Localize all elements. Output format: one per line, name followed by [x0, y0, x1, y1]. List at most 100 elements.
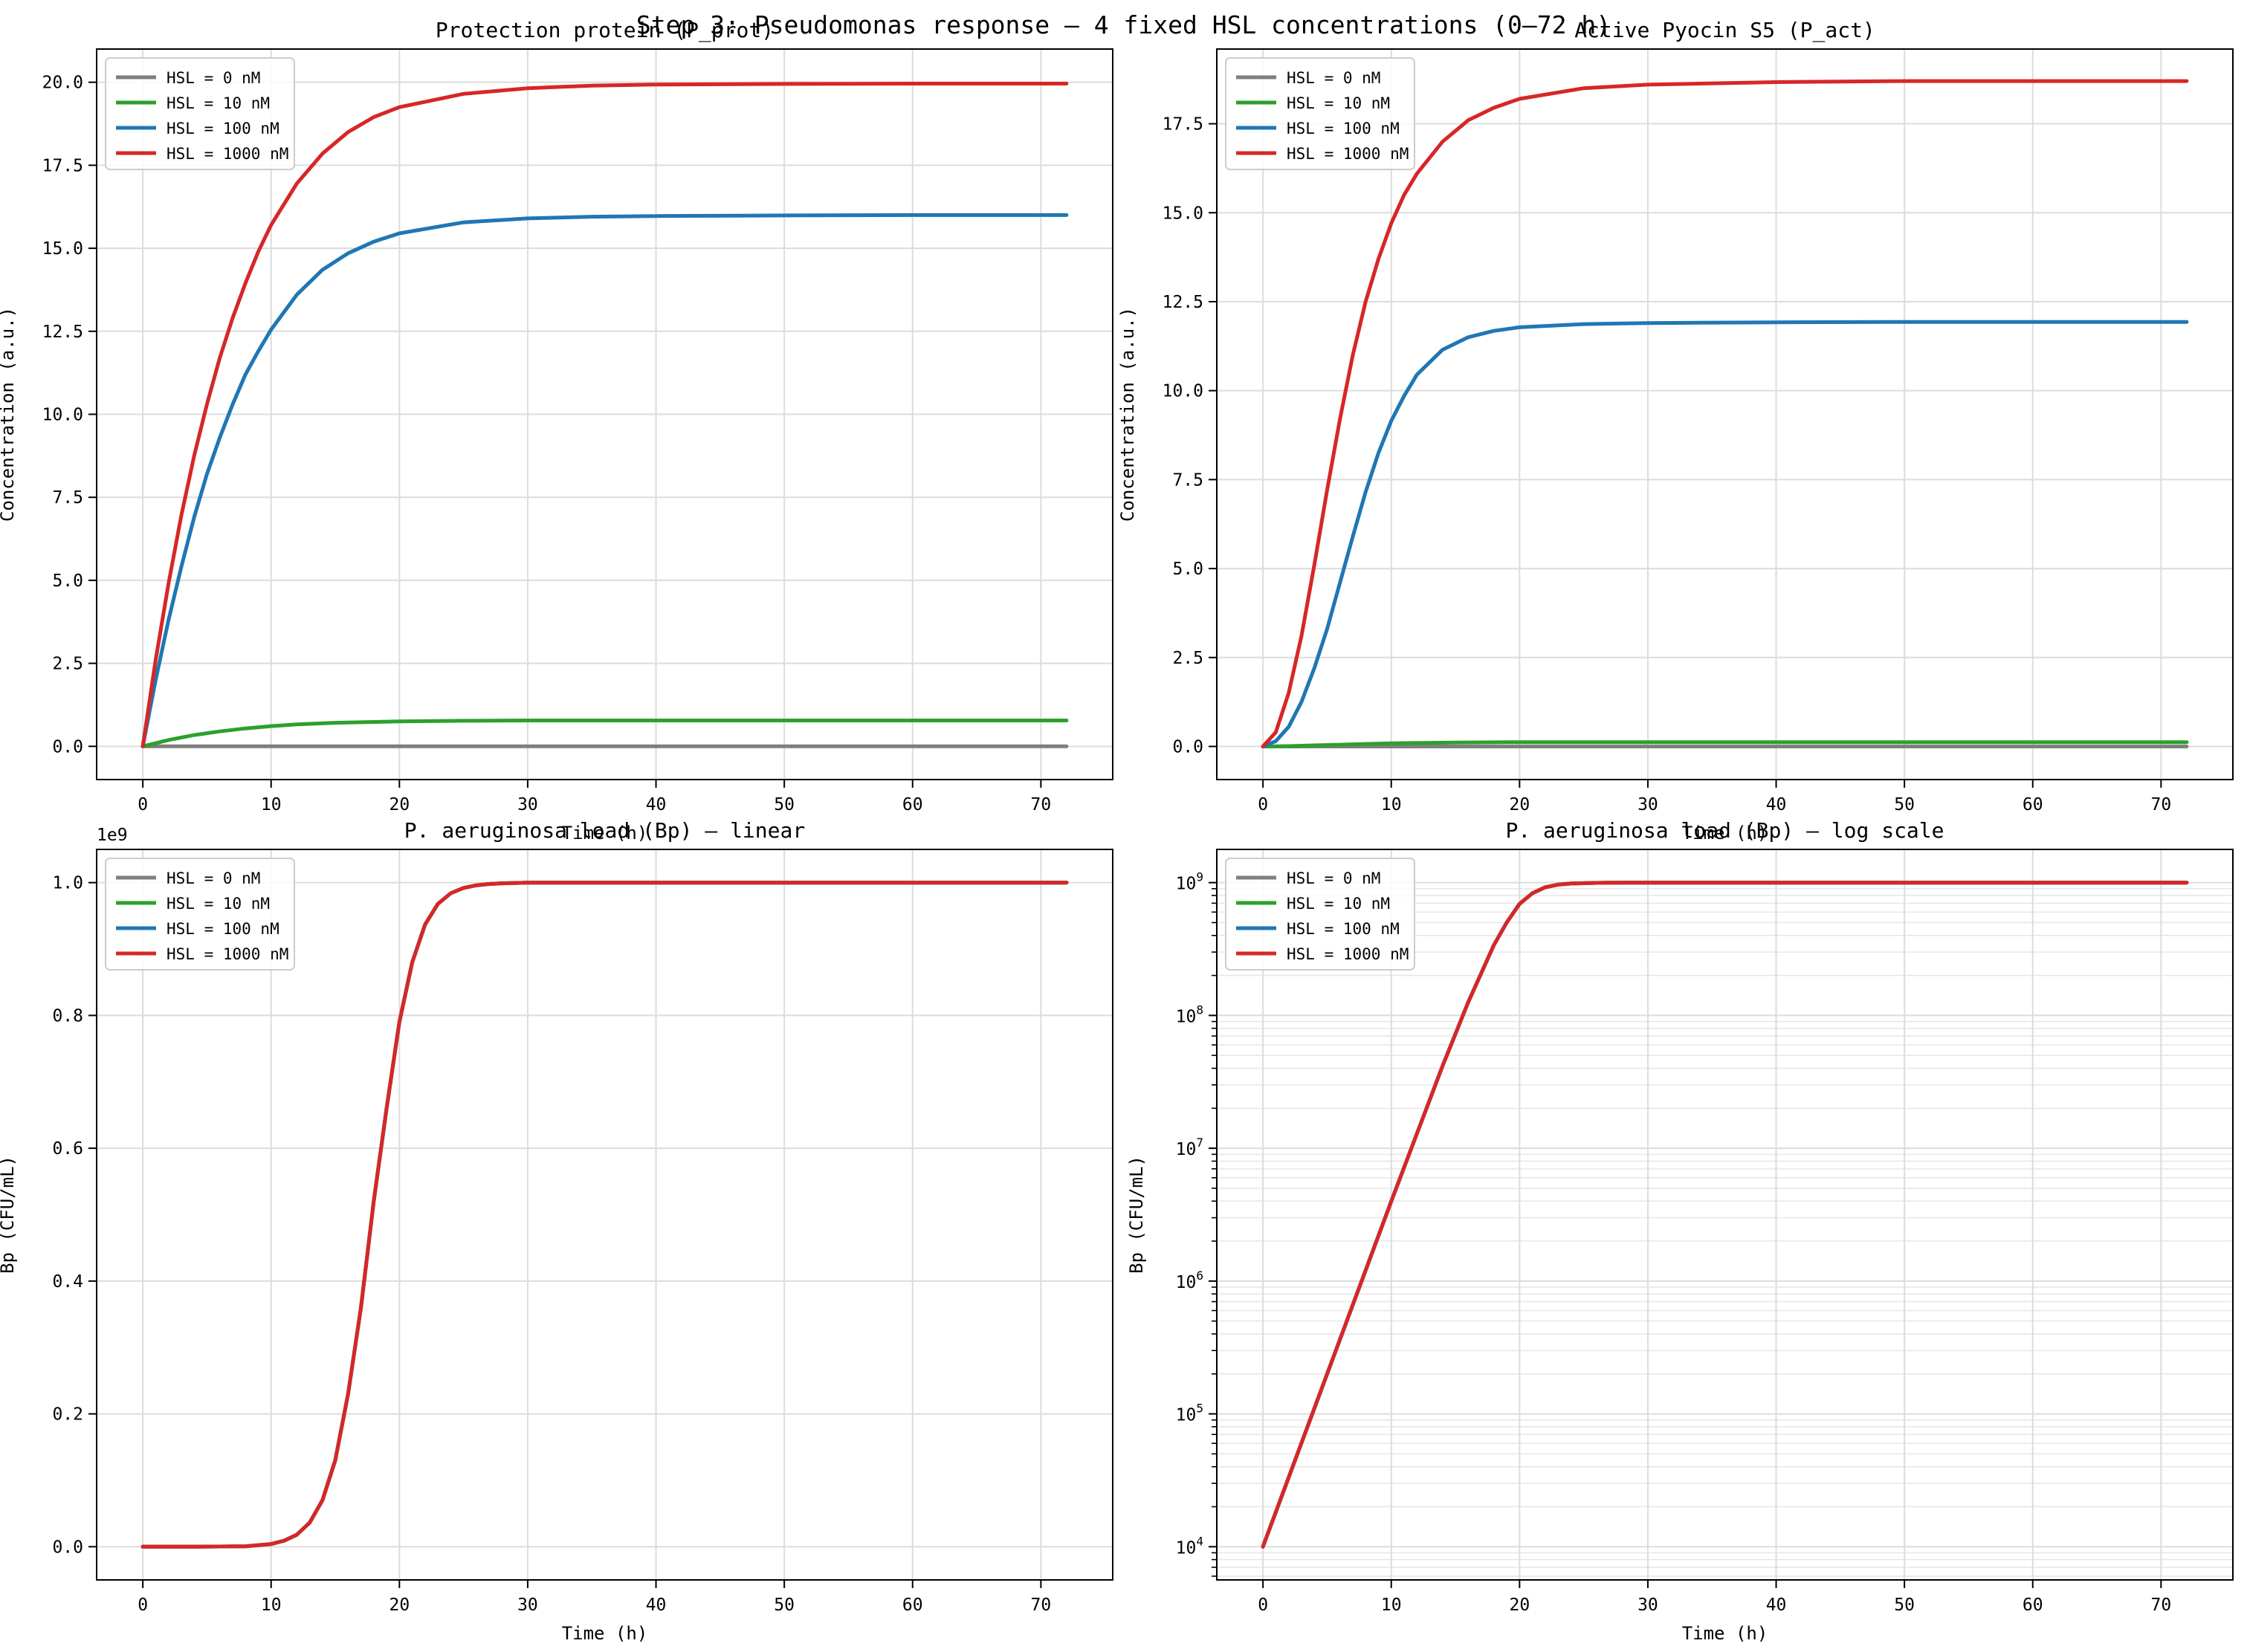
axes-frame [1216, 849, 2234, 1581]
legend-box [1225, 858, 1415, 971]
series-line-hsl-0-nm [1261, 881, 2189, 1549]
y-tick-label: 0.0 [1172, 737, 1203, 757]
x-tick-label: 0 [138, 795, 148, 814]
y-tick-label: 10.0 [42, 406, 83, 425]
x-tick-label: 40 [646, 1596, 667, 1615]
x-tick-label: 60 [902, 1596, 923, 1615]
figure-suptitle: Step 3: Pseudomonas response — 4 fixed H… [636, 10, 1611, 39]
series-line-hsl-100-nm [1261, 320, 2189, 748]
series-lines [140, 82, 1069, 748]
chart-title: Active Pyocin S5 (P_act) [1574, 18, 1875, 43]
y-tick-label: 2.5 [1172, 649, 1203, 668]
y-tick-label: 5.0 [52, 571, 83, 591]
x-axis-label: Time (h) [562, 823, 648, 843]
legend-label: HSL = 10 nM [1287, 895, 1390, 913]
y-tick-label: 0.8 [52, 1006, 83, 1026]
y-tick-label: 5.0 [1172, 560, 1203, 579]
legend-label: HSL = 100 nM [166, 120, 279, 137]
x-axis-label: Time (h) [1682, 1623, 1768, 1644]
x-tick-label: 30 [517, 795, 538, 814]
chart-panel-2: 0 10 20 30 40 50 60 70 0.0 2.5 5.0 7.5 10.0 12.5 15.0 1… [1117, 18, 2234, 843]
legend-label: HSL = 10 nM [166, 895, 270, 913]
x-tick-label: 10 [1381, 795, 1402, 814]
x-tick-label: 50 [1894, 795, 1915, 814]
y-tick-label: 15.0 [42, 239, 83, 259]
x-tick-label: 70 [1030, 795, 1051, 814]
y-tick-label: 109 [1176, 870, 1203, 894]
chart-title: P. aeruginosa load (Bp) — log scale [1505, 818, 1944, 843]
x-tick-label: 20 [1509, 795, 1530, 814]
x-tick-label: 50 [1894, 1596, 1915, 1615]
y-tick-label: 105 [1176, 1402, 1203, 1425]
x-tick-label: 10 [261, 795, 282, 814]
y-tick-label: 0.0 [52, 737, 83, 757]
y-axis-label: Bp (CFU/mL) [0, 1156, 18, 1274]
y-axis-label: Bp (CFU/mL) [1126, 1156, 1147, 1274]
y-tick-label: 20.0 [42, 74, 83, 93]
y-tick-label: 0.0 [52, 1538, 83, 1557]
y-tick-label: 15.0 [1163, 204, 1203, 223]
x-tick-label: 40 [646, 795, 667, 814]
y-axis-label: Concentration (a.u.) [0, 307, 18, 522]
x-tick-label: 40 [1766, 1596, 1787, 1615]
series-line-hsl-10-nm [1261, 881, 2189, 1549]
legend-label: HSL = 100 nM [1287, 120, 1400, 137]
y-tick-label: 0.6 [52, 1139, 83, 1159]
legend-label: HSL = 0 nM [166, 869, 260, 887]
series-lines [140, 881, 1069, 1549]
x-tick-label: 50 [774, 1596, 795, 1615]
x-axis-label: Time (h) [562, 1623, 648, 1644]
x-tick-label: 70 [1030, 1596, 1051, 1615]
legend-label: HSL = 10 nM [166, 94, 270, 112]
y-axis-label: Concentration (a.u.) [1117, 307, 1138, 522]
y-tick-label: 12.5 [1163, 293, 1203, 312]
legend-label: HSL = 1000 nM [1287, 945, 1409, 963]
y-tick-label: 2.5 [52, 655, 83, 674]
legend-label: HSL = 0 nM [1287, 869, 1380, 887]
legend-box [1225, 57, 1415, 170]
x-tick-label: 60 [2023, 795, 2043, 814]
x-tick-label: 10 [261, 1596, 282, 1615]
axes-frame [96, 48, 1113, 780]
x-tick-label: 0 [138, 1596, 148, 1615]
series-lines [1261, 79, 2189, 748]
legend-label: HSL = 0 nM [166, 69, 260, 87]
legend-label: HSL = 10 nM [1287, 94, 1390, 112]
series-line-hsl-100-nm [140, 881, 1069, 1549]
chart-panel-3: 0 10 20 30 40 50 60 70 0.0 0.2 0.4 0.6 0.8 1.0 P. aeru… [0, 818, 1113, 1644]
axes-frame [96, 849, 1113, 1581]
series-lines [1261, 881, 2189, 1549]
x-tick-label: 40 [1766, 795, 1787, 814]
legend-label: HSL = 0 nM [1287, 69, 1380, 87]
x-tick-label: 20 [1509, 1596, 1530, 1615]
series-line-hsl-100-nm [1261, 881, 2189, 1549]
legend-label: HSL = 1000 nM [166, 145, 288, 163]
chart-panel-4: 0 10 20 30 40 50 60 70 104 105 106 107 108 109 P. aeru… [1126, 818, 2234, 1644]
x-tick-label: 20 [389, 1596, 410, 1615]
legend-label: HSL = 100 nM [166, 920, 279, 938]
y-tick-label: 10.0 [1163, 382, 1203, 401]
x-tick-label: 60 [2023, 1596, 2043, 1615]
y-tick-label: 7.5 [52, 488, 83, 508]
y-tick-label: 0.4 [52, 1272, 83, 1292]
y-tick-label: 12.5 [42, 323, 83, 342]
y-tick-label: 0.2 [52, 1405, 83, 1425]
x-tick-label: 70 [2150, 795, 2171, 814]
axes-frame [1216, 48, 2234, 780]
x-tick-label: 30 [1637, 1596, 1658, 1615]
legend-label: HSL = 1000 nM [1287, 145, 1409, 163]
x-axis-label: Time (h) [1682, 823, 1768, 843]
y-tick-label: 108 [1176, 1002, 1203, 1026]
x-tick-label: 30 [517, 1596, 538, 1615]
x-tick-label: 0 [1258, 1596, 1268, 1615]
legend-label: HSL = 100 nM [1287, 920, 1400, 938]
legend-box [105, 57, 295, 170]
x-tick-label: 0 [1258, 795, 1268, 814]
x-tick-label: 20 [389, 795, 410, 814]
y-tick-label: 7.5 [1172, 470, 1203, 490]
x-tick-label: 10 [1381, 1596, 1402, 1615]
series-line-hsl-10-nm [140, 881, 1069, 1549]
series-line-hsl-1000-nm [140, 881, 1069, 1549]
y-tick-label: 107 [1176, 1136, 1203, 1159]
